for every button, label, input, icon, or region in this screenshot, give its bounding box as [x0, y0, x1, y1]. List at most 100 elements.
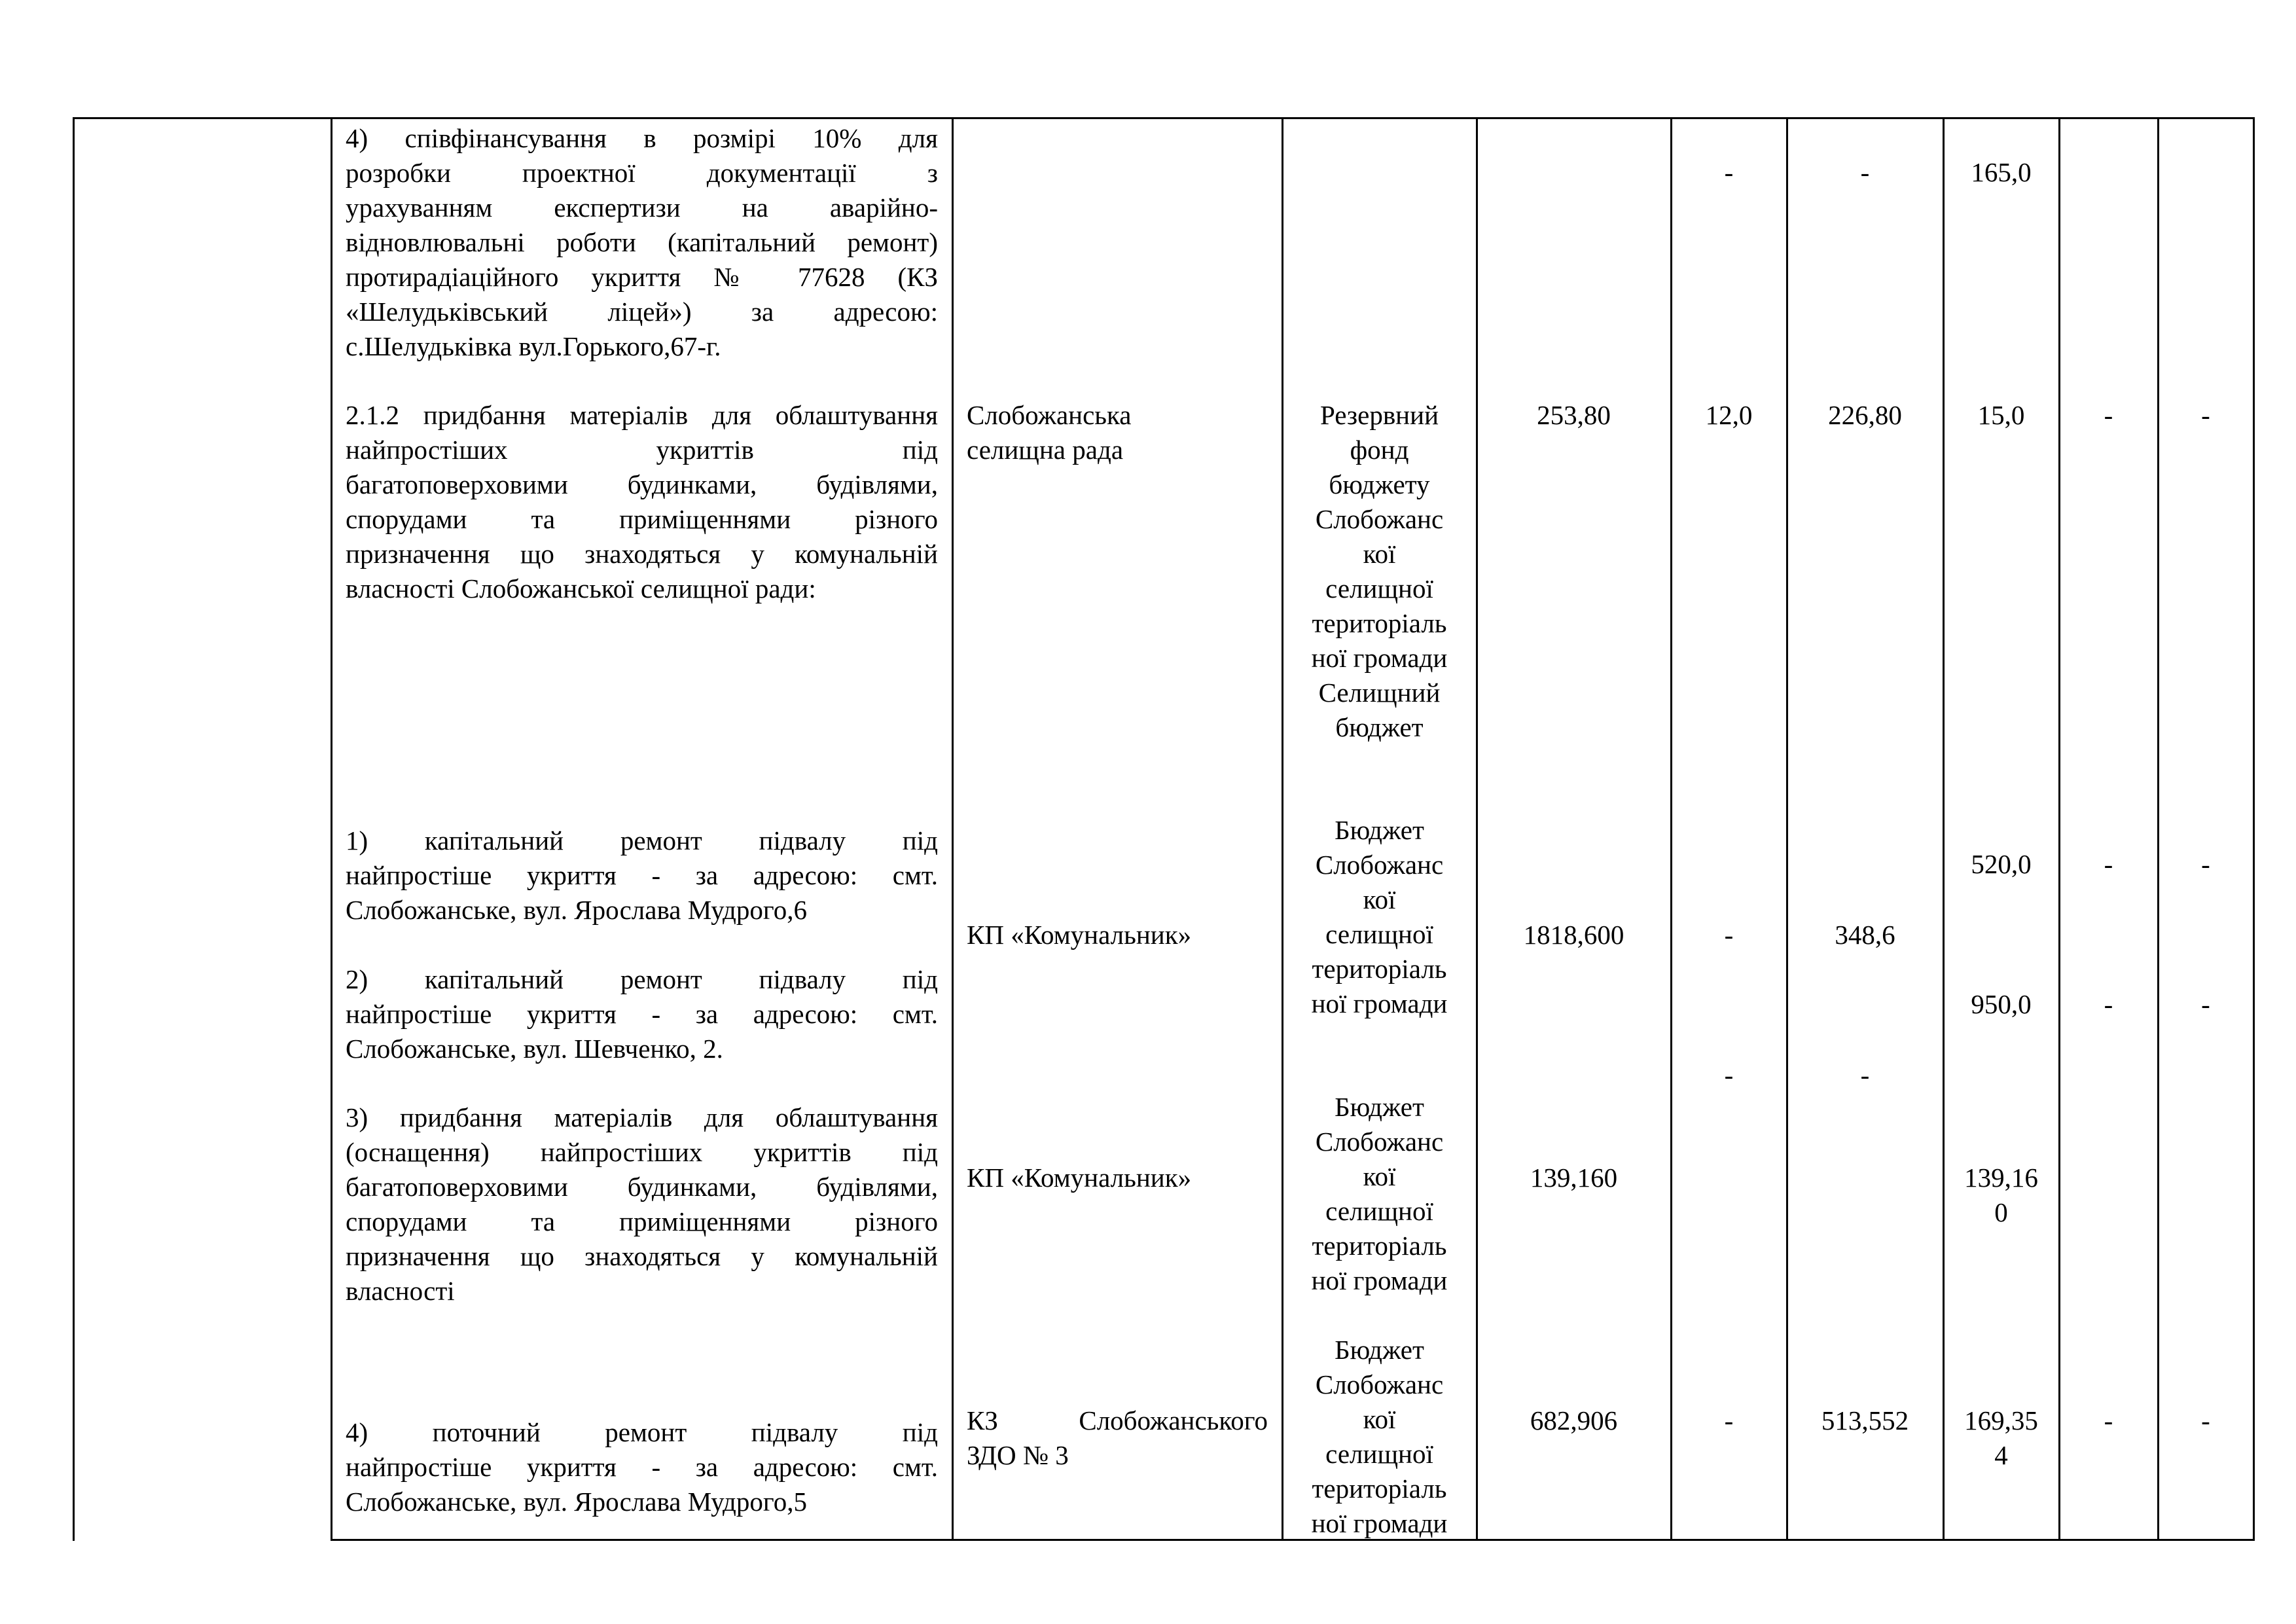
funding-source-cell: Бюджет Слобожанс кої селищної територіаль ної… — [1289, 813, 1470, 1021]
funding-source-cell-line: кої — [1363, 884, 1396, 914]
funding-source-cell-line: територіаль — [1312, 1473, 1447, 1504]
table-column-border — [2253, 118, 2255, 1541]
funding-source-cell-line: ної громади — [1311, 1508, 1448, 1538]
value-cell: 139,16 0 — [1950, 1161, 2053, 1230]
value-cell-line: - — [1724, 920, 1734, 950]
item-description-line: с.Шелудьківка вул.Горького,67-г. — [346, 331, 721, 361]
table-column-border — [2058, 118, 2060, 1541]
item-description-line: багатоповерховими будинками, будівлями, — [346, 1172, 938, 1202]
funding-source-cell-line: фонд — [1350, 435, 1409, 465]
value-cell: 520,0 — [1950, 847, 2053, 882]
item-description: 4) співфінансування в розмірі 10% для роз… — [346, 121, 938, 364]
table-row-border — [73, 117, 2255, 119]
funding-source-cell-line: бюджету — [1329, 469, 1430, 499]
funding-source-cell-line: територіаль — [1312, 608, 1447, 638]
item-description: 4) поточний ремонт підвалу під найпростіш… — [346, 1415, 938, 1519]
value-cell-line: - — [2201, 989, 2210, 1019]
table-column-border — [331, 118, 332, 1541]
item-description: 2) капітальний ремонт підвалу під найпрос… — [346, 962, 938, 1066]
executor-cell-line: КП «Комунальник» — [967, 1163, 1192, 1193]
value-cell-line: - — [2201, 400, 2210, 430]
value-cell: 950,0 — [1950, 987, 2053, 1022]
item-description-line: призначення що знаходяться у комунальній — [346, 539, 938, 569]
table-column-border — [1476, 118, 1478, 1541]
table-row-border — [331, 1539, 2255, 1541]
item-description-line: протирадіаційного укриття № 77628 (КЗ — [346, 262, 938, 292]
item-description-line: урахуванням експертизи на аварійно- — [346, 192, 938, 223]
value-cell: - — [2164, 847, 2247, 882]
funding-source-cell-line: кої — [1363, 1404, 1396, 1434]
funding-source-cell-line: бюджет — [1335, 712, 1424, 742]
value-cell-line: 15,0 — [1977, 400, 2025, 430]
value-cell: 165,0 — [1950, 155, 2053, 190]
executor-cell: КЗ Слобожанського ЗДО № 3 — [967, 1403, 1268, 1473]
funding-source-cell-line: Резервний — [1319, 400, 1439, 430]
table-column-border — [2157, 118, 2159, 1541]
value-cell-line: - — [1724, 157, 1734, 187]
funding-source-cell-line: територіаль — [1312, 954, 1447, 984]
item-description-line: найпростіше укриття - за адресою: смт. — [346, 1452, 938, 1482]
funding-source-cell-line: Слобожанс — [1315, 504, 1444, 534]
funding-source-cell-line: Бюджет — [1335, 1335, 1424, 1365]
table-column-border — [73, 118, 75, 1541]
funding-source-cell-line: ної громади — [1311, 1265, 1448, 1295]
funding-source-cell-line: Слобожанс — [1315, 1127, 1444, 1157]
item-description-line: 3) придбання матеріалів для облаштування — [346, 1102, 938, 1132]
item-description-line: 4) співфінансування в розмірі 10% для — [346, 123, 938, 153]
total-cell-line: 1818,600 — [1523, 920, 1624, 950]
value-cell-line: - — [1860, 157, 1870, 187]
item-description-line: власності — [346, 1276, 455, 1306]
value-cell-line: 226,80 — [1828, 400, 1902, 430]
item-description-line: спорудами та приміщеннями різного — [346, 504, 938, 534]
value-cell: - — [2164, 987, 2247, 1022]
value-cell-line: - — [1724, 1405, 1734, 1435]
value-cell-line: 165,0 — [1971, 157, 2032, 187]
item-description-line: Слобожанське, вул. Ярослава Мудрого,5 — [346, 1487, 807, 1517]
item-description-line: Слобожанське, вул. Шевченко, 2. — [346, 1034, 723, 1064]
executor-cell: КП «Комунальник» — [967, 918, 1276, 952]
executor-cell: Слобожанська селищна рада — [967, 398, 1276, 467]
value-cell-line: 0 — [1994, 1197, 2008, 1227]
funding-source-cell-line: селищної — [1325, 919, 1433, 949]
item-description-line: розробки проектної документації з — [346, 158, 938, 188]
item-description-line: 2.1.2 придбання матеріалів для облаштува… — [346, 400, 938, 430]
table-column-border — [1670, 118, 1672, 1541]
total-cell: 682,906 — [1483, 1403, 1664, 1438]
value-cell-line: 520,0 — [1971, 849, 2032, 879]
executor-cell: КП «Комунальник» — [967, 1161, 1276, 1195]
item-description-line: (оснащення) найпростіших укриттів під — [346, 1137, 938, 1167]
value-cell: - — [2066, 987, 2151, 1022]
total-cell-line: 139,160 — [1530, 1163, 1618, 1193]
value-cell: 169,35 4 — [1950, 1403, 2053, 1473]
executor-cell-line: ЗДО № 3 — [967, 1440, 1069, 1470]
value-cell-line: - — [2104, 849, 2113, 879]
funding-source-cell-line: селищної — [1325, 1196, 1433, 1226]
total-cell-line: 253,80 — [1537, 400, 1611, 430]
item-description-line: 4) поточний ремонт підвалу під — [346, 1417, 938, 1447]
value-cell-line: 950,0 — [1971, 989, 2032, 1019]
value-cell: - — [2066, 1403, 2151, 1438]
value-cell-line: - — [2201, 1405, 2210, 1435]
item-description-line: призначення що знаходяться у комунальній — [346, 1241, 938, 1271]
value-cell: - — [2066, 398, 2151, 433]
value-cell-line: 348,6 — [1835, 920, 1895, 950]
funding-source-cell-line: Бюджет — [1335, 815, 1424, 845]
value-cell-line: - — [2104, 989, 2113, 1019]
value-cell: 12,0 — [1677, 398, 1780, 433]
value-cell: - — [1677, 1058, 1780, 1092]
item-description: 3) придбання матеріалів для облаштування… — [346, 1100, 938, 1308]
funding-source-cell: Бюджет Слобожанс кої селищної територіаль ної… — [1289, 1090, 1470, 1298]
executor-cell-line: селищна рада — [967, 435, 1124, 465]
item-description-line: найпростіше укриття - за адресою: смт. — [346, 999, 938, 1029]
value-cell-line: - — [1860, 1060, 1870, 1090]
value-cell-line: - — [2104, 1405, 2113, 1435]
table-column-border — [952, 118, 954, 1541]
item-description-line: власності Слобожанської селищної ради: — [346, 573, 816, 604]
executor-cell-line: КЗ Слобожанського — [967, 1405, 1268, 1435]
value-cell: - — [1677, 1403, 1780, 1438]
value-cell: 513,552 — [1793, 1403, 1937, 1438]
value-cell: - — [1677, 155, 1780, 190]
value-cell: 226,80 — [1793, 398, 1937, 433]
value-cell: - — [1677, 918, 1780, 952]
